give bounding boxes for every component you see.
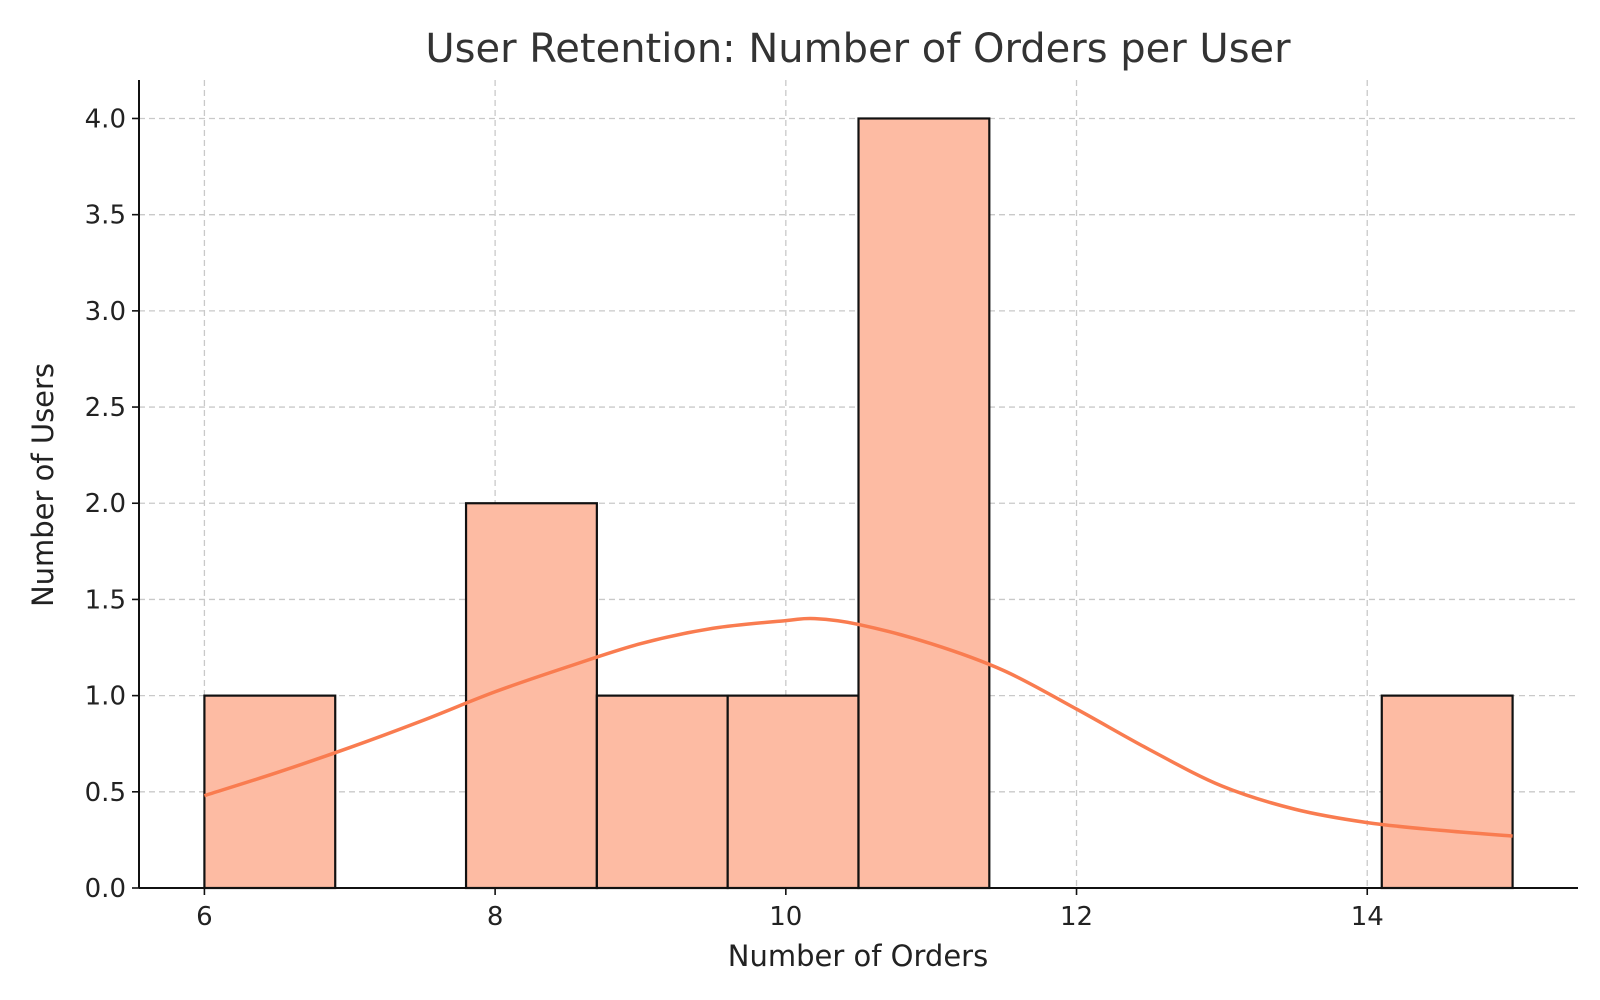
kde-curve (203, 616, 1513, 838)
x-axis-label: Number of Orders (728, 939, 988, 973)
y-tick-label: 4.0 (85, 104, 126, 134)
y-tick-label: 2.0 (85, 489, 126, 519)
y-tick-label: 1.5 (85, 585, 126, 615)
histogram-bar (726, 694, 860, 890)
y-tick-label: 1.0 (85, 682, 126, 712)
y-tick-label: 3.0 (85, 297, 126, 327)
x-tick-label: 14 (1351, 902, 1384, 932)
histogram-bar (595, 694, 729, 890)
y-axis-label: Number of Users (26, 363, 60, 607)
y-tick-label: 3.5 (85, 201, 126, 231)
y-tick-label: 0.5 (85, 778, 126, 808)
chart-title: User Retention: Number of Orders per Use… (425, 26, 1291, 72)
tick-labels: 6 8 10 12 14 0.0 0.5 1.0 1.5 2.0 2.5 3.0 3.5 4.0 (85, 104, 1384, 932)
kde-curve-layer (203, 616, 1513, 838)
y-tick-label: 0.0 (85, 874, 126, 904)
histogram-bars (203, 117, 1514, 890)
histogram-bar (1380, 694, 1514, 890)
x-tick-label: 8 (487, 902, 504, 932)
y-tick-label: 2.5 (85, 393, 126, 423)
x-tick-label: 12 (1060, 902, 1093, 932)
x-tick-label: 10 (769, 902, 802, 932)
x-tick-label: 6 (196, 902, 213, 932)
histogram-bar (857, 117, 991, 890)
histogram-bar (203, 694, 337, 890)
